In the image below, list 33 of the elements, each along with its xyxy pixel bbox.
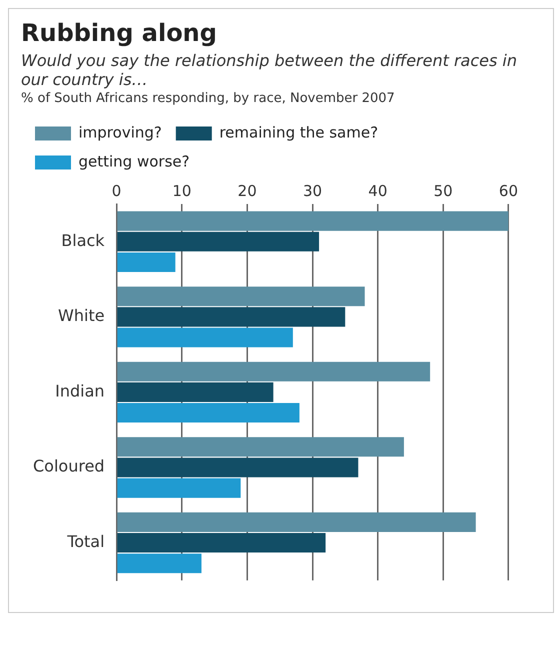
bar bbox=[117, 286, 365, 306]
x-tick-label: 60 bbox=[498, 182, 518, 200]
bar bbox=[117, 307, 346, 327]
legend-label: remaining the same? bbox=[219, 123, 378, 142]
bar bbox=[117, 232, 320, 252]
bar bbox=[117, 252, 176, 272]
bar bbox=[117, 458, 358, 478]
bar bbox=[117, 478, 241, 498]
bar bbox=[117, 437, 404, 457]
chart-title: Rubbing along bbox=[21, 19, 218, 47]
y-tick-label: Total bbox=[66, 532, 105, 551]
bar bbox=[117, 328, 293, 348]
x-tick-label: 20 bbox=[238, 182, 257, 200]
bar bbox=[117, 382, 274, 402]
bar bbox=[117, 554, 202, 574]
bar bbox=[117, 362, 430, 382]
bar bbox=[117, 532, 326, 553]
legend-label: getting worse? bbox=[78, 152, 190, 170]
bar bbox=[117, 403, 300, 423]
text: % of South Africans responding, by race, November 2007 bbox=[21, 91, 396, 106]
x-tick-label: 40 bbox=[368, 182, 388, 200]
y-tick-label: Indian bbox=[55, 381, 105, 400]
chart-subtitle: Would you say the relationship between the different races in our country is… bbox=[21, 51, 518, 89]
y-tick-label: Coloured bbox=[33, 456, 105, 476]
x-tick-label: 0 bbox=[112, 182, 122, 200]
x-tick-label: 10 bbox=[172, 182, 192, 200]
x-tick-label: 30 bbox=[302, 182, 322, 200]
legend-label: improving? bbox=[78, 123, 162, 142]
bar bbox=[117, 512, 476, 532]
y-tick-label: White bbox=[58, 306, 105, 326]
bar bbox=[117, 211, 508, 231]
y-tick-label: Black bbox=[61, 230, 106, 250]
x-tick-label: 50 bbox=[434, 182, 453, 200]
